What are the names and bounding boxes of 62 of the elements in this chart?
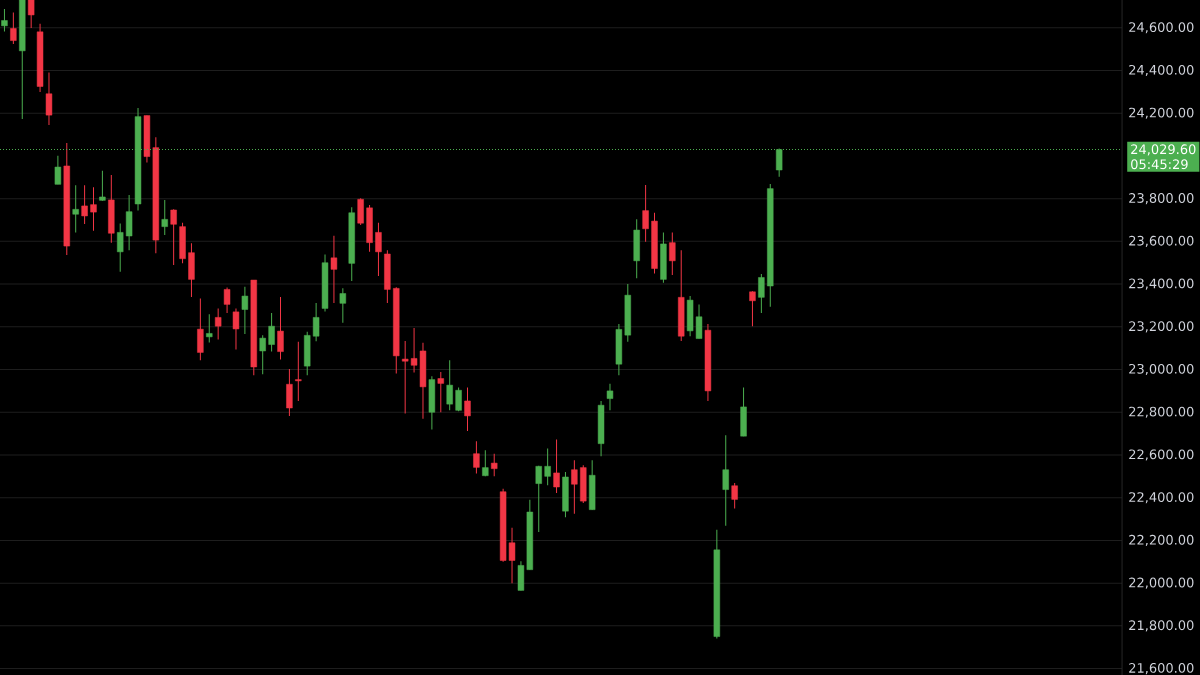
candlestick: [214, 307, 222, 340]
candlestick: [223, 287, 231, 314]
candlestick: [232, 307, 240, 350]
candlestick: [571, 459, 578, 515]
candlestick: [544, 448, 551, 486]
candlestick: [259, 334, 266, 375]
candlestick: [27, 0, 35, 29]
candlestick: [446, 359, 453, 411]
y-tick-label: 22,800.00: [1129, 406, 1194, 418]
candlestick: [535, 465, 542, 533]
candlestick: [357, 197, 364, 226]
y-tick-label: 23,800.00: [1129, 193, 1194, 205]
y-tick-label: 22,000.00: [1129, 577, 1194, 589]
y-tick-label: 23,200.00: [1129, 321, 1194, 333]
candlestick: [170, 208, 177, 266]
candlestick: [72, 184, 79, 233]
y-tick-label: 24,400.00: [1129, 64, 1194, 77]
candlestick: [553, 439, 560, 494]
candlestick: [464, 386, 471, 432]
y-tick-label: 22,600.00: [1129, 449, 1194, 461]
candlestick: [161, 199, 168, 236]
candlestick: [54, 155, 62, 185]
candlestick: [117, 222, 124, 273]
text: 05:45:29: [1131, 159, 1188, 170]
candlestick: [330, 235, 338, 304]
ref-line-label: 24,029.60: [1131, 144, 1196, 156]
y-tick-label: 22,200.00: [1129, 534, 1194, 546]
candlestick: [731, 482, 738, 510]
candlestick: [206, 313, 213, 343]
candlestick: [491, 453, 498, 477]
candlestick: [375, 222, 382, 277]
candlestick: [90, 186, 97, 232]
candlestick: [722, 434, 729, 527]
y-tick-label: 24,600.00: [1129, 22, 1194, 34]
candlestick: [286, 368, 293, 417]
candlestick: [241, 286, 249, 335]
y-tick-label: 21,600.00: [1129, 663, 1194, 675]
candlestick: [99, 170, 106, 202]
candlestick: [197, 297, 204, 361]
candlestick: [312, 302, 320, 342]
candlestick: [482, 449, 489, 477]
candlestick: [295, 341, 302, 402]
candlestick: [268, 312, 275, 353]
candlestick: [749, 290, 756, 327]
candlestick: [437, 371, 444, 413]
y-tick-label: 23,000.00: [1129, 363, 1194, 376]
y-tick-label: 23,600.00: [1129, 235, 1194, 247]
y-tick-label: 21,800.00: [1129, 620, 1194, 632]
candlestick: [1, 8, 8, 32]
y-tick-label: 24,200.00: [1129, 107, 1194, 119]
candlestick: [10, 11, 17, 45]
candlestick: [758, 273, 765, 314]
candlestick: [606, 383, 614, 411]
y-tick-label: 22,400.00: [1129, 492, 1194, 504]
y-tick-label: 23,400.00: [1129, 278, 1194, 290]
candlestick: [339, 287, 347, 324]
candlestick: [669, 231, 676, 276]
candlestick: [81, 184, 88, 225]
candlestick: [642, 184, 649, 243]
candlestick: [473, 440, 480, 475]
candlestick: [45, 72, 53, 126]
candlestick: [277, 296, 284, 360]
